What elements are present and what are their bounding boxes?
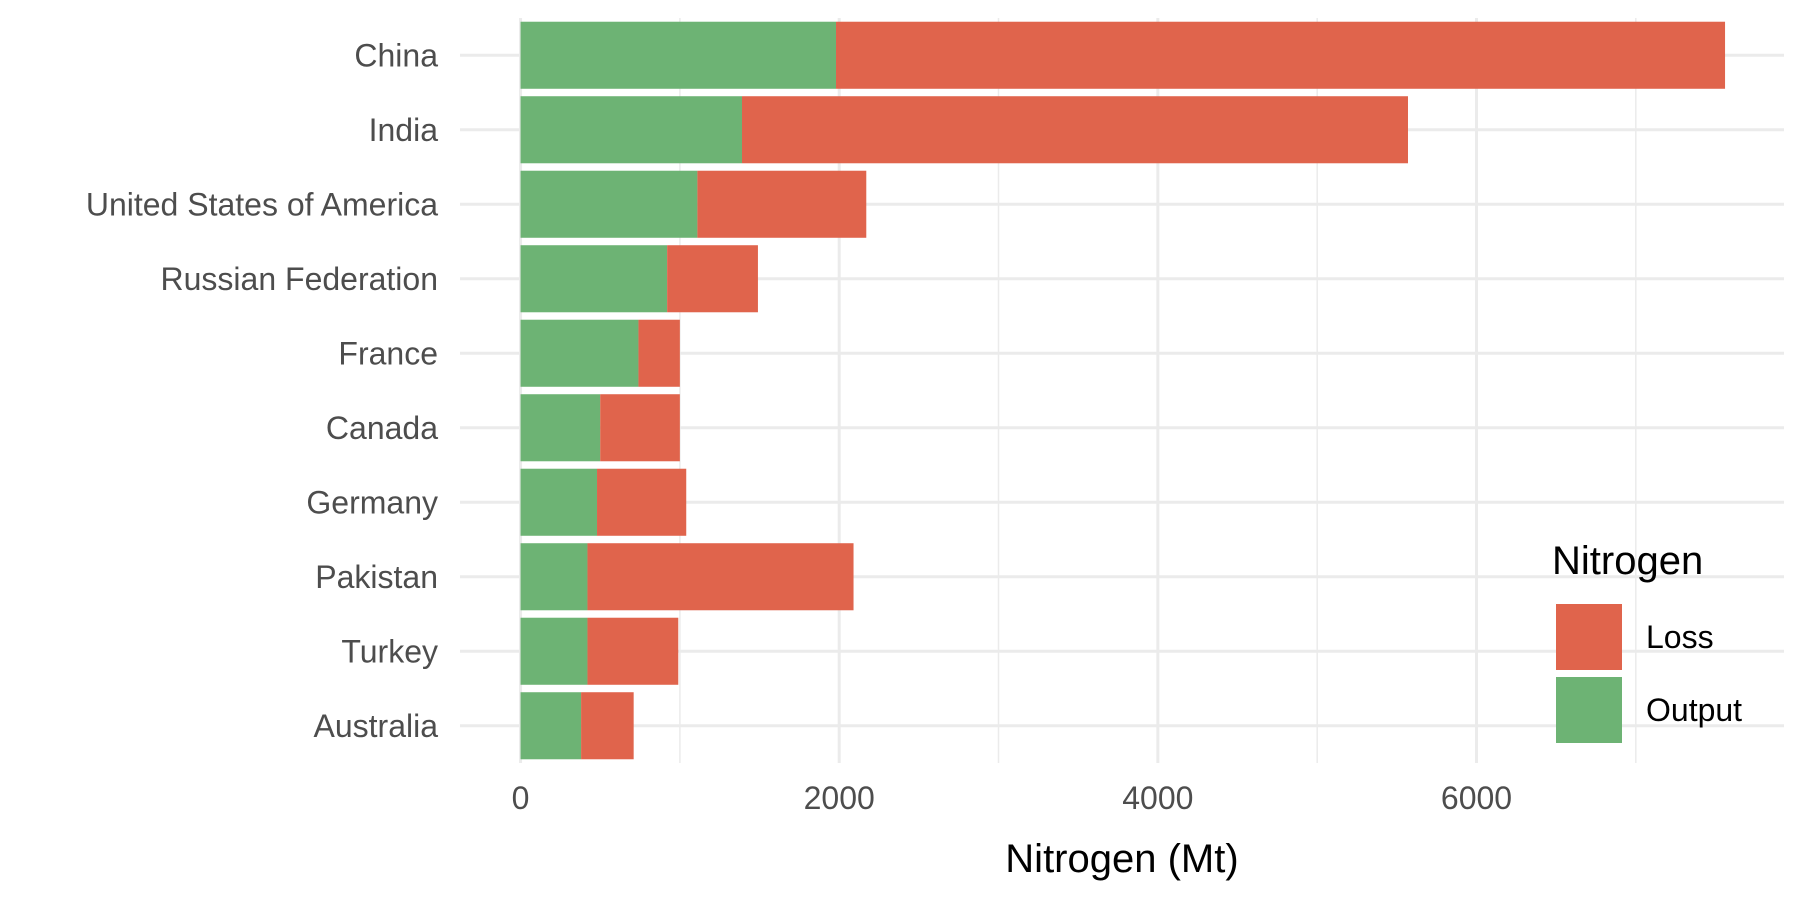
bar-loss-russian-federation (667, 245, 758, 313)
bar-loss-australia (581, 692, 634, 760)
bar-loss-india (742, 96, 1408, 164)
legend-items: Loss Output (1556, 604, 1742, 743)
y-tick-label: Russian Federation (161, 261, 438, 297)
legend: Nitrogen Loss Output (1552, 539, 1742, 743)
y-tick-label: Pakistan (315, 559, 438, 595)
x-axis-title: Nitrogen (Mt) (1005, 837, 1238, 881)
x-axis-tick-labels: 0 2000 4000 6000 (512, 780, 1512, 816)
y-tick-label: Germany (306, 484, 438, 520)
y-tick-label: Canada (326, 410, 438, 446)
bar-loss-united-states-of-america (697, 170, 867, 238)
bar-output-canada (520, 394, 601, 462)
y-tick-label: Turkey (341, 633, 438, 669)
legend-label-loss: Loss (1646, 619, 1714, 655)
legend-key-output (1556, 677, 1622, 743)
bar-loss-canada (600, 394, 680, 462)
bar-loss-turkey (587, 617, 679, 685)
x-tick-label: 0 (512, 780, 530, 816)
legend-key-loss (1556, 604, 1622, 670)
y-tick-label: United States of America (86, 186, 438, 222)
legend-title: Nitrogen (1552, 539, 1703, 583)
bar-output-pakistan (520, 543, 588, 611)
bar-output-india (520, 96, 743, 164)
bar-loss-china (836, 21, 1726, 89)
legend-label-output: Output (1646, 692, 1742, 728)
x-tick-label: 6000 (1441, 780, 1512, 816)
bar-output-russian-federation (520, 245, 668, 313)
bar-output-turkey (520, 617, 588, 685)
y-axis-tick-labels: China India United States of America Russia… (86, 37, 438, 744)
y-tick-label: China (354, 37, 438, 73)
y-tick-label: Australia (314, 708, 439, 744)
y-tick-label: France (338, 335, 438, 371)
bar-loss-france (638, 319, 680, 387)
bar-output-australia (520, 692, 582, 760)
bar-loss-germany (597, 468, 687, 536)
x-tick-label: 4000 (1122, 780, 1193, 816)
x-tick-label: 2000 (804, 780, 875, 816)
bar-output-china (520, 21, 837, 89)
bar-output-united-states-of-america (520, 170, 698, 238)
y-tick-label: India (369, 112, 439, 148)
bar-output-france (520, 319, 639, 387)
bar-loss-pakistan (587, 543, 854, 611)
bar-output-germany (520, 468, 598, 536)
bars (520, 21, 1726, 760)
